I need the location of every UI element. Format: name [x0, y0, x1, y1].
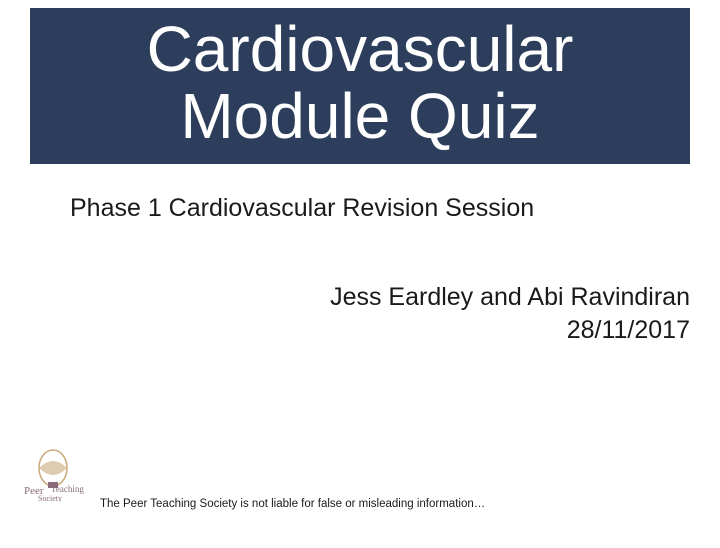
subtitle-text: Phase 1 Cardiovascular Revision Session: [70, 194, 690, 223]
main-title: Cardiovascular Module Quiz: [147, 13, 574, 152]
svg-text:Society: Society: [38, 494, 62, 502]
author-date-block: Jess Eardley and Abi Ravindiran 28/11/20…: [30, 281, 690, 346]
presentation-date: 28/11/2017: [30, 314, 690, 347]
authors-names: Jess Eardley and Abi Ravindiran: [30, 281, 690, 314]
logo-icon: Peer Teaching Society: [18, 444, 88, 502]
disclaimer-text: The Peer Teaching Society is not liable …: [100, 498, 485, 510]
title-banner: Cardiovascular Module Quiz: [30, 8, 690, 164]
svg-text:Teaching: Teaching: [51, 484, 84, 494]
peer-teaching-logo: Peer Teaching Society: [18, 444, 88, 502]
